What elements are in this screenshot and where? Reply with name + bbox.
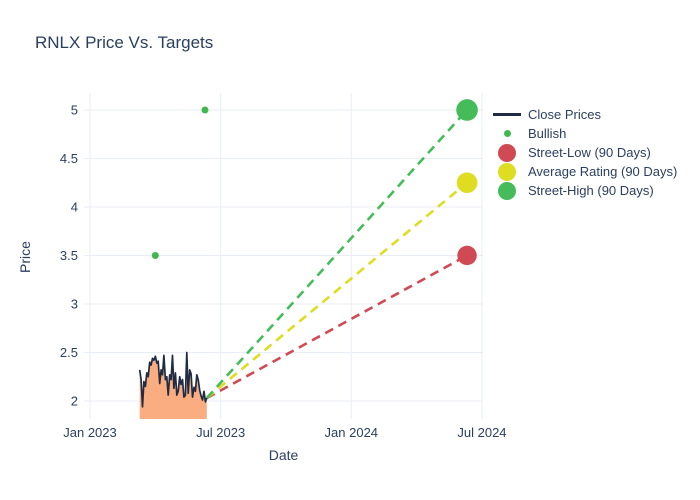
x-tick-label: Jan 2024 (325, 425, 379, 440)
x-tick-label: Jan 2023 (63, 425, 117, 440)
average-rating-dash-line (205, 181, 468, 400)
chart-title: RNLX Price Vs. Targets (35, 33, 214, 52)
y-tick-label: 3 (71, 296, 78, 311)
bullish-marker (201, 106, 209, 114)
street-high-dash-line (205, 109, 469, 399)
close-prices-line-icon (490, 113, 524, 116)
average-rating-marker (456, 172, 478, 194)
y-tick-label: 2.5 (60, 345, 78, 360)
legend-label: Street-High (90 Days) (528, 183, 654, 198)
x-tick-label: Jul 2023 (196, 425, 245, 440)
street-low-marker (457, 245, 477, 266)
legend-label: Street-Low (90 Days) (528, 145, 651, 160)
bullish-marker (151, 251, 159, 259)
legend-item-average-rating[interactable]: Average Rating (90 Days) (490, 162, 677, 181)
y-tick-label: 4.5 (60, 151, 78, 166)
y-tick-label: 3.5 (60, 248, 78, 263)
legend-item-street-low[interactable]: Street-Low (90 Days) (490, 143, 677, 162)
y-tick-label: 2 (71, 393, 78, 408)
street-high-marker (456, 99, 478, 121)
legend-item-close-prices[interactable]: Close Prices (490, 105, 677, 124)
street-high-circle-icon (490, 181, 524, 200)
legend-label: Average Rating (90 Days) (528, 164, 678, 179)
legend-label: Close Prices (528, 107, 601, 122)
close-prices-line (138, 351, 208, 408)
x-axis-title: Date (269, 447, 299, 463)
y-tick-label: 5 (71, 102, 78, 117)
street-low-circle-icon (490, 143, 524, 162)
legend-item-bullish[interactable]: Bullish (490, 124, 677, 143)
average-rating-circle-icon (490, 162, 524, 181)
bullish-dot-icon (490, 130, 524, 137)
y-tick-label: 4 (71, 199, 78, 214)
legend-item-street-high[interactable]: Street-High (90 Days) (490, 181, 677, 200)
y-axis-title: Price (17, 241, 33, 273)
x-tick-label: Jul 2024 (457, 425, 506, 440)
legend: Close Prices Bullish Street-Low (90 Days… (490, 105, 677, 200)
street-low-dash-line (206, 254, 468, 400)
legend-label: Bullish (528, 126, 567, 141)
